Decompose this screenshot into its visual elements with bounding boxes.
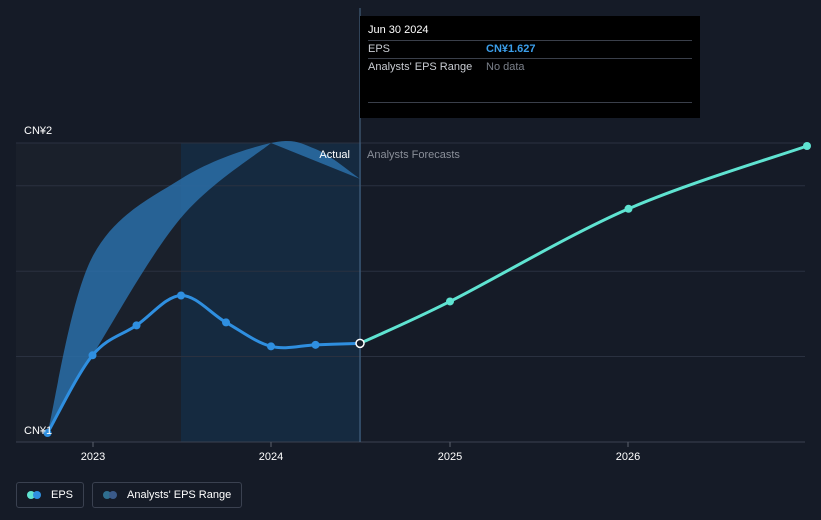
eps-point [88, 351, 97, 360]
forecast-window-highlight [181, 143, 361, 442]
eps-point [132, 321, 141, 330]
eps-legend-icon [27, 491, 43, 499]
x-tick-label: 2024 [259, 451, 283, 463]
eps-points [43, 141, 811, 438]
y-tick-label: CN¥2 [24, 125, 52, 137]
tooltip-range-value: No data [486, 61, 525, 73]
eps-point [311, 340, 320, 349]
tooltip-eps-row: EPS CN¥1.627 [368, 40, 692, 58]
legend-range-label: Analysts' EPS Range [127, 489, 232, 501]
x-axis-labels: 2023 2024 2025 2026 [81, 442, 640, 463]
y-axis-labels: CN¥2 CN¥1 [24, 125, 52, 437]
eps-forecast-point [446, 297, 454, 306]
legend-eps-label: EPS [51, 489, 74, 501]
eps-forecast-line [359, 144, 808, 345]
eps-current-point [355, 338, 365, 349]
x-tick-label: 2026 [616, 451, 640, 463]
legend-item-range[interactable]: Analysts' EPS Range [92, 482, 243, 508]
gridlines [16, 142, 805, 443]
forecast-label: Analysts Forecasts [367, 149, 460, 161]
legend-item-eps[interactable]: EPS [16, 482, 85, 508]
actual-label: Actual [319, 149, 350, 161]
tooltip-range-row: Analysts' EPS Range No data [368, 58, 692, 76]
eps-forecast-point [803, 141, 811, 150]
x-tick-label: 2025 [438, 451, 462, 463]
chart-legend: EPS Analysts' EPS Range [16, 482, 243, 508]
tooltip-divider [368, 102, 692, 103]
tooltip-range-label: Analysts' EPS Range [368, 61, 473, 73]
tooltip-eps-label: EPS [368, 43, 391, 55]
eps-point [43, 429, 52, 438]
x-tick-label: 2023 [81, 451, 105, 463]
tooltip-eps-value: CN¥1.627 [486, 43, 536, 55]
analysts-eps-range-band [47, 140, 361, 434]
y-tick-label: CN¥1 [24, 425, 52, 437]
eps-point [177, 291, 186, 300]
eps-forecast-point [624, 204, 633, 213]
hover-tooltip: Jun 30 2024 EPS CN¥1.627 Analysts' EPS R… [360, 16, 700, 118]
tooltip-date: Jun 30 2024 [368, 24, 429, 36]
range-legend-icon [103, 491, 119, 499]
eps-point [222, 318, 231, 327]
eps-point [267, 342, 276, 351]
